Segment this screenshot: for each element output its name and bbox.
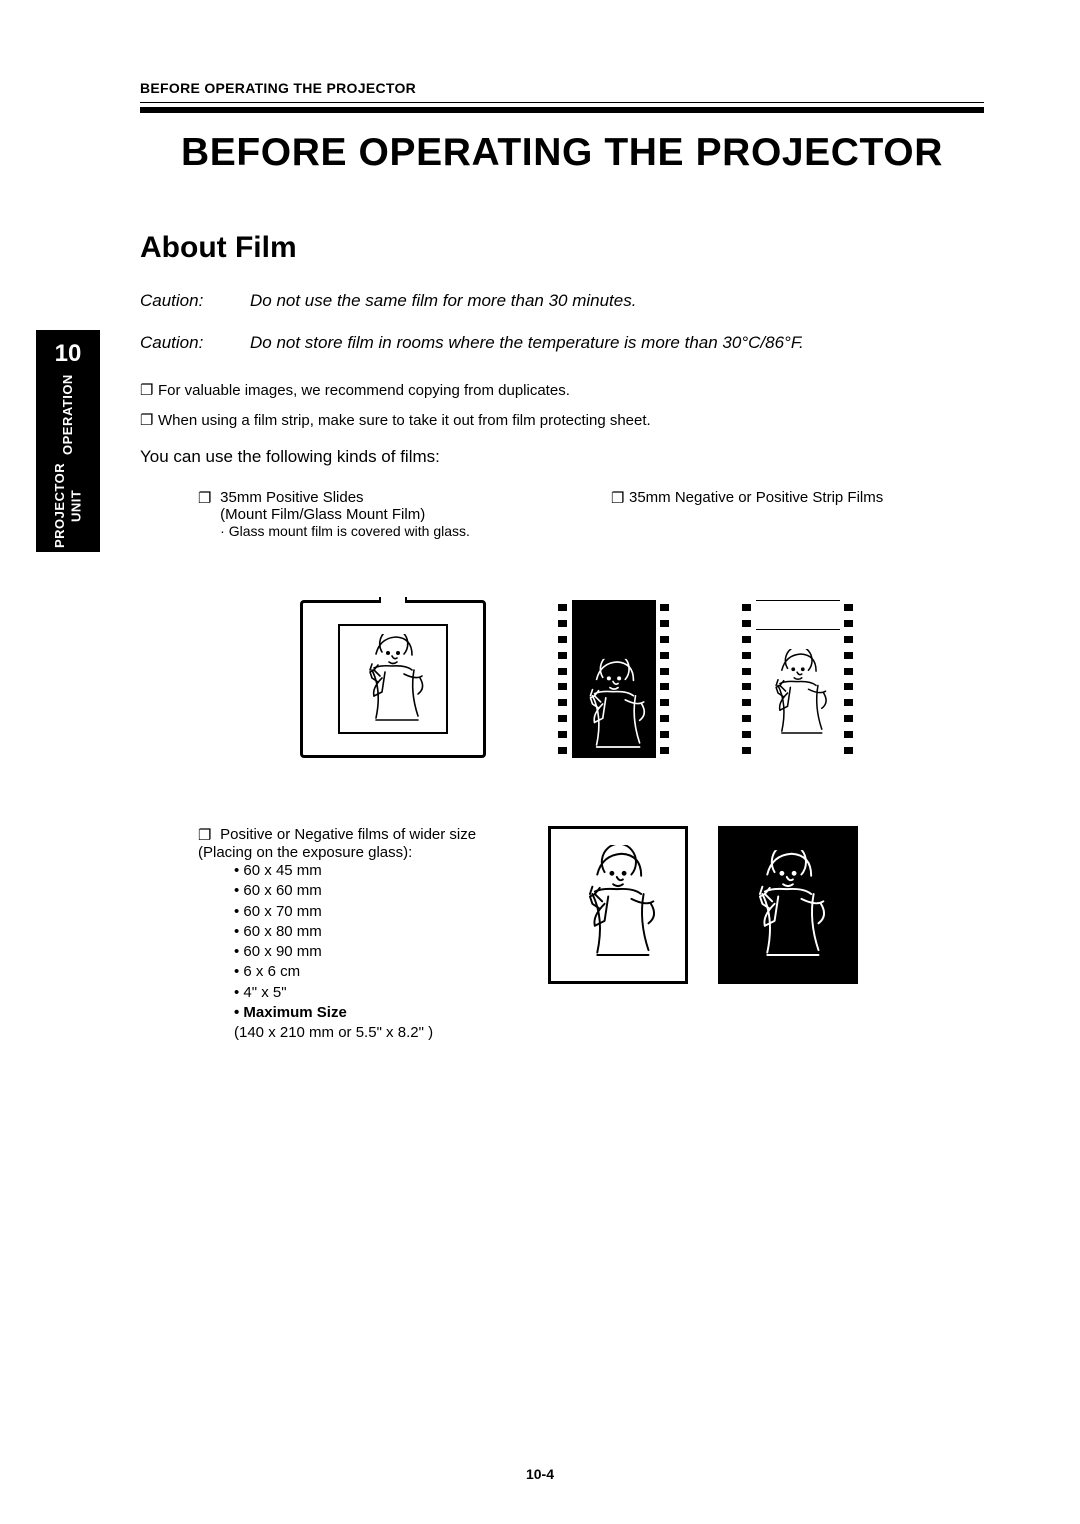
caution-text: Do not store film in rooms where the tem… — [250, 333, 804, 353]
checkbox-icon: ❐ — [198, 826, 216, 844]
wide-film-row: ❐ Positive or Negative films of wider si… — [140, 826, 984, 1043]
cartoon-image — [572, 652, 656, 758]
caution-label: Caution: — [140, 291, 250, 311]
checkbox-icon: ❐ — [140, 381, 158, 399]
caution-label: Caution: — [140, 333, 250, 353]
cartoon-image — [759, 649, 837, 739]
negative-strip-illustration — [558, 600, 670, 758]
caution-1: Caution: Do not use the same film for mo… — [140, 291, 984, 311]
note-1: ❐For valuable images, we recommend copyi… — [140, 381, 984, 399]
checkbox-icon: ❐ — [611, 489, 629, 507]
rule-thin — [140, 102, 984, 103]
note-2: ❐When using a film strip, make sure to t… — [140, 411, 984, 429]
intro-line: You can use the following kinds of films… — [140, 447, 984, 467]
slide-illustration — [300, 600, 486, 758]
cartoon-image — [568, 845, 668, 965]
checkbox-icon: ❐ — [140, 411, 158, 429]
film-type-slides: ❐ 35mm Positive Slides (Mount Film/Glass… — [198, 489, 571, 540]
checkbox-icon: ❐ — [198, 489, 216, 507]
positive-strip-illustration — [742, 600, 854, 758]
film-type-row: ❐ 35mm Positive Slides (Mount Film/Glass… — [140, 489, 984, 540]
wide-film-text: ❐ Positive or Negative films of wider si… — [198, 826, 518, 1043]
caution-2: Caution: Do not store film in rooms wher… — [140, 333, 984, 353]
page-number: 10-4 — [0, 1466, 1080, 1482]
rule-thick — [140, 107, 984, 113]
film-type-strips: ❐35mm Negative or Positive Strip Films — [611, 489, 984, 540]
caution-text: Do not use the same film for more than 3… — [250, 291, 636, 311]
size-list: 60 x 45 mm 60 x 60 mm 60 x 70 mm 60 x 80… — [234, 861, 518, 1023]
main-title: BEFORE OPERATING THE PROJECTOR — [140, 131, 984, 175]
page-content: BEFORE OPERATING THE PROJECTOR BEFORE OP… — [0, 0, 1080, 1083]
running-header: BEFORE OPERATING THE PROJECTOR — [140, 80, 984, 102]
cartoon-image — [738, 845, 838, 965]
film-illustrations — [140, 600, 984, 758]
wide-negative-illustration — [718, 826, 858, 984]
wide-positive-illustration — [548, 826, 688, 984]
section-title: About Film — [140, 231, 984, 265]
cartoon-image — [352, 634, 434, 724]
